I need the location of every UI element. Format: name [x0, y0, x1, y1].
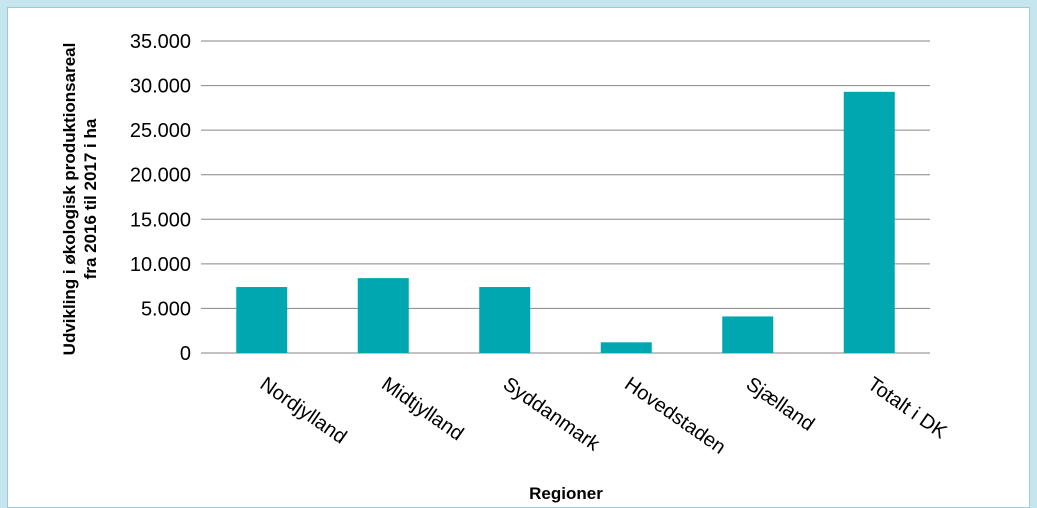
bar-hovedstaden — [600, 342, 652, 353]
x-tick-label: Nordjylland — [256, 373, 351, 448]
gridlines — [201, 40, 930, 354]
y-axis-title-line-2: fra 2016 til 2017 i ha — [81, 118, 100, 279]
x-tick-label: Midtjylland — [377, 373, 467, 445]
y-axis-title-line-1: Udvikling i økologisk produktionsareal — [60, 43, 79, 356]
bar-sjælland — [722, 316, 774, 353]
y-tick-label: 10.000 — [130, 254, 191, 276]
y-tick-label: 5.000 — [141, 298, 191, 320]
x-tick-label: Sjælland — [742, 373, 818, 436]
y-tick-label: 25.000 — [130, 120, 191, 142]
bar-syddanmark — [479, 287, 531, 353]
bar-midtjylland — [357, 278, 409, 353]
y-tick-label: 35.000 — [130, 31, 191, 53]
bar-totalt-i-dk — [843, 91, 895, 353]
y-tick-label: 30.000 — [130, 76, 191, 98]
y-tick-label: 0 — [180, 343, 191, 365]
x-tick-labels: Nordjylland Midtjylland Syddanmark Hovedsta… — [256, 373, 951, 459]
x-tick-label: Totalt i DK — [863, 373, 951, 444]
y-tick-label: 15.000 — [130, 209, 191, 231]
x-tick-label: Syddanmark — [499, 373, 604, 456]
y-tick-labels: 0 5.000 10.000 15.000 20.000 25.000 30.000 35.0… — [130, 31, 191, 365]
y-tick-label: 20.000 — [130, 165, 191, 187]
x-tick-label: Hovedstaden — [620, 373, 729, 459]
bar-nordjylland — [236, 287, 288, 353]
bars — [236, 91, 895, 353]
x-axis-title: Regioner — [529, 484, 603, 503]
